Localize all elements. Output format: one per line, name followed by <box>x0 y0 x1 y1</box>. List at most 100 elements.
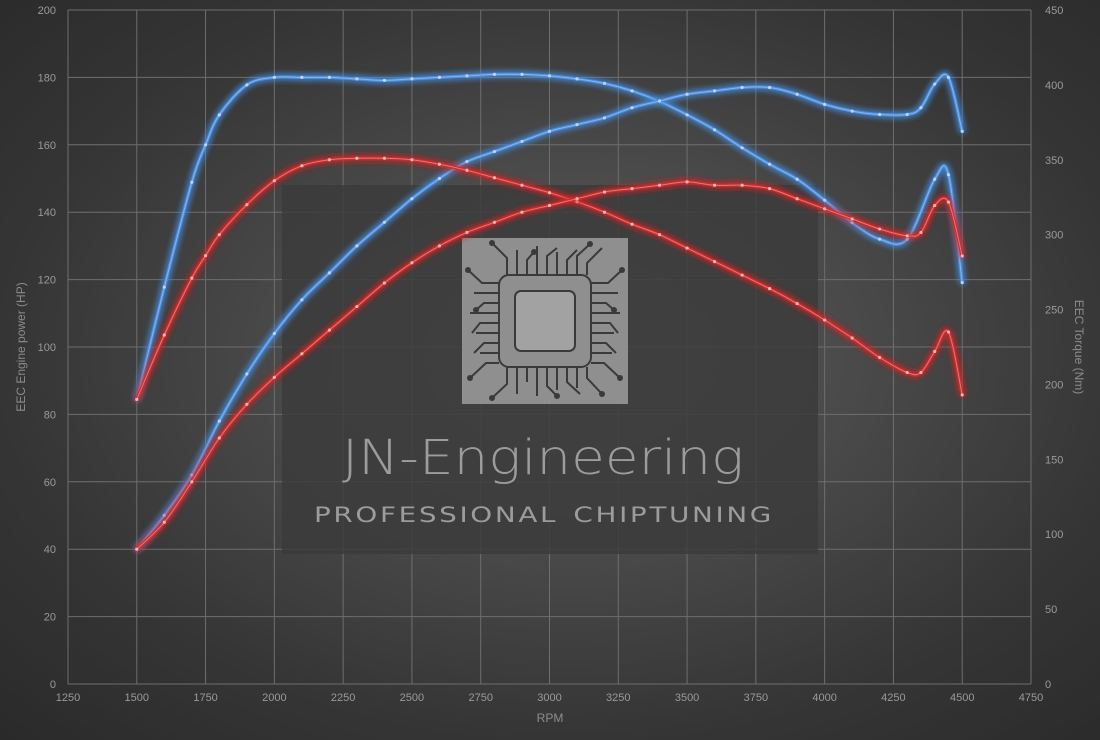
series-point <box>795 197 799 201</box>
series-point <box>520 183 524 187</box>
series-point <box>768 85 772 90</box>
series-point <box>410 261 414 265</box>
series-point <box>520 139 524 144</box>
series-point <box>575 200 579 204</box>
series-point <box>355 77 359 81</box>
series-point <box>135 397 139 402</box>
series-point <box>946 200 951 204</box>
series-3-group <box>135 180 964 551</box>
series-point <box>740 273 744 277</box>
series-point <box>919 370 923 375</box>
series-point <box>382 281 387 285</box>
y-right-tick-label: 100 <box>1045 529 1063 541</box>
series-point <box>410 158 414 162</box>
series-point <box>740 85 744 90</box>
series-point <box>795 301 799 306</box>
series-point <box>946 330 951 334</box>
series-point <box>657 183 662 187</box>
series-point <box>203 254 208 258</box>
series-point <box>878 227 882 231</box>
series-point <box>190 473 194 477</box>
tick-labels: 1250 1500 1750 2000 2250 2500 2750 3000 3250 3500… <box>38 5 1064 704</box>
watermark-brand: JN-Engineering <box>342 430 744 486</box>
series-point <box>203 143 208 147</box>
x-tick-label: 3500 <box>675 692 699 704</box>
x-tick-label: 3750 <box>744 692 768 704</box>
series-1-group <box>135 72 964 551</box>
series-point <box>135 547 139 551</box>
series-point <box>630 106 634 110</box>
y-left-tick-label: 20 <box>44 612 56 624</box>
series-point <box>547 203 552 208</box>
series-point <box>823 102 827 106</box>
y-axis-right-title: EEC Torque (Nm) <box>1072 300 1086 394</box>
series-point <box>190 276 194 280</box>
series-point <box>933 177 937 181</box>
watermark-tagline: professional chiptuning <box>314 495 774 530</box>
series-point <box>850 336 854 340</box>
series-point <box>657 233 662 237</box>
series-point <box>465 160 469 164</box>
series-point <box>245 83 249 87</box>
series-point <box>602 210 607 214</box>
series-point <box>630 187 634 191</box>
series-point <box>685 113 689 117</box>
series-point <box>162 333 166 337</box>
y-right-tick-label: 0 <box>1045 679 1051 691</box>
series-point <box>217 233 221 237</box>
y-right-tick-label: 400 <box>1045 80 1063 92</box>
x-tick-label: 2250 <box>331 692 355 704</box>
series-point <box>217 436 221 440</box>
series-point <box>382 78 387 82</box>
series-point <box>162 513 166 518</box>
series-point <box>850 109 854 113</box>
series-point <box>245 372 249 376</box>
series-point <box>217 113 221 117</box>
series-point <box>492 220 497 224</box>
x-tick-label: 2750 <box>468 692 492 704</box>
series-point <box>878 112 882 117</box>
x-tick-label: 4000 <box>812 692 836 704</box>
series-point <box>382 156 387 160</box>
y-right-tick-label: 250 <box>1045 305 1063 317</box>
series-point <box>382 220 387 224</box>
series-point <box>410 197 414 201</box>
series-point <box>465 74 469 78</box>
series-point <box>905 370 909 375</box>
series-point <box>327 158 331 162</box>
y-right-tick-label: 150 <box>1045 454 1063 466</box>
series-point <box>190 480 194 484</box>
x-tick-label: 3000 <box>537 692 561 704</box>
series-layer <box>135 72 964 551</box>
series-point <box>355 244 359 248</box>
series-point <box>823 318 827 322</box>
series-point <box>272 75 276 79</box>
series-point <box>933 82 937 86</box>
series-point <box>492 149 497 154</box>
series-point <box>162 285 166 289</box>
series-point <box>602 116 607 120</box>
series-point <box>547 74 552 78</box>
series-point <box>437 244 442 248</box>
series-point <box>602 81 607 85</box>
series-point <box>272 375 276 379</box>
series-point <box>712 183 717 187</box>
y-left-tick-label: 100 <box>38 342 56 354</box>
x-tick-label: 3250 <box>606 692 630 704</box>
y-left-tick-label: 140 <box>38 207 56 219</box>
series-point <box>355 304 359 309</box>
series-point <box>878 237 882 241</box>
series-point <box>162 520 166 524</box>
y-right-tick-label: 200 <box>1045 379 1063 391</box>
series-point <box>437 162 442 166</box>
series-point <box>823 207 827 211</box>
series-point <box>190 180 194 184</box>
series-point <box>878 355 882 360</box>
series-point <box>946 173 951 177</box>
series-point <box>465 168 469 172</box>
series-point <box>712 128 717 132</box>
series-point <box>602 190 607 194</box>
series-point <box>946 75 951 79</box>
series-point <box>547 191 552 195</box>
